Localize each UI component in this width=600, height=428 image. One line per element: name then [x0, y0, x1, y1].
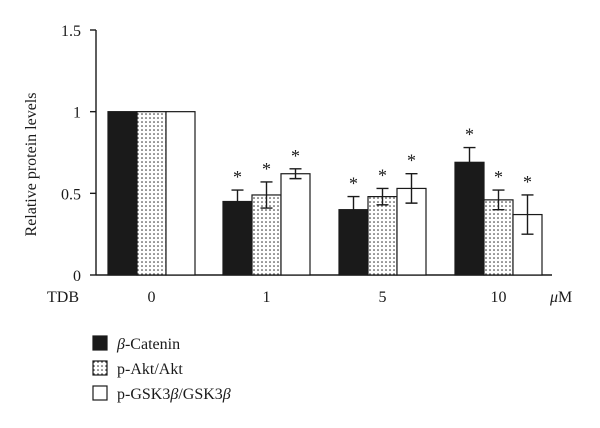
- chart-bars: [107, 111, 543, 276]
- bar: [165, 111, 196, 276]
- legend-swatch: [92, 360, 108, 376]
- error-bar: [347, 195, 360, 224]
- significance-marker: *: [407, 151, 416, 171]
- y-axis-label: Relative protein levels: [23, 93, 40, 237]
- x-tick-label: 10: [491, 289, 507, 306]
- chart-legend: β-Catenin p-Akt/Akt p-GSK3β/GSK3β: [92, 335, 231, 403]
- significance-marker: *: [378, 165, 387, 185]
- significance-marker: *: [465, 125, 474, 145]
- x-tick-label: 5: [379, 289, 387, 306]
- significance-marker: *: [233, 167, 242, 187]
- x-tick-label: 1: [263, 289, 271, 306]
- bar: [367, 196, 398, 276]
- y-tick-label: 0.5: [61, 186, 81, 203]
- significance-marker: *: [523, 172, 532, 192]
- error-bar: [289, 168, 302, 180]
- significance-marker: *: [494, 167, 503, 187]
- y-tick-label: 0: [73, 268, 81, 285]
- legend-label: p-GSK3β/GSK3β: [117, 386, 231, 403]
- significance-marker: *: [349, 174, 358, 194]
- legend-label: p-Akt/Akt: [117, 361, 183, 378]
- bar: [483, 199, 514, 276]
- legend-swatch: [92, 385, 108, 401]
- error-bar: [521, 194, 534, 235]
- bar: [107, 111, 138, 276]
- y-tick-label: 1.5: [61, 23, 81, 40]
- bar: [280, 173, 311, 276]
- significance-marker: *: [262, 159, 271, 179]
- error-bar: [405, 173, 418, 204]
- error-bar: [492, 189, 505, 211]
- y-tick-label: 1: [73, 105, 81, 122]
- bar: [454, 161, 485, 276]
- bar: [136, 111, 167, 276]
- legend-swatch: [92, 335, 108, 351]
- error-bar: [260, 181, 273, 209]
- chart-labels: 0 0.5 1 1.5 Relative protein levels 0 * * * 1 * * * 5…: [23, 23, 572, 306]
- x-tick-label: 0: [148, 289, 156, 306]
- error-bar: [231, 189, 244, 214]
- error-bar: [376, 187, 389, 206]
- legend-label: β-Catenin: [116, 336, 180, 353]
- x-prefix-label: TDB: [47, 289, 79, 306]
- x-unit-label: μM: [549, 289, 572, 306]
- error-bar: [463, 146, 476, 178]
- significance-marker: *: [291, 146, 300, 166]
